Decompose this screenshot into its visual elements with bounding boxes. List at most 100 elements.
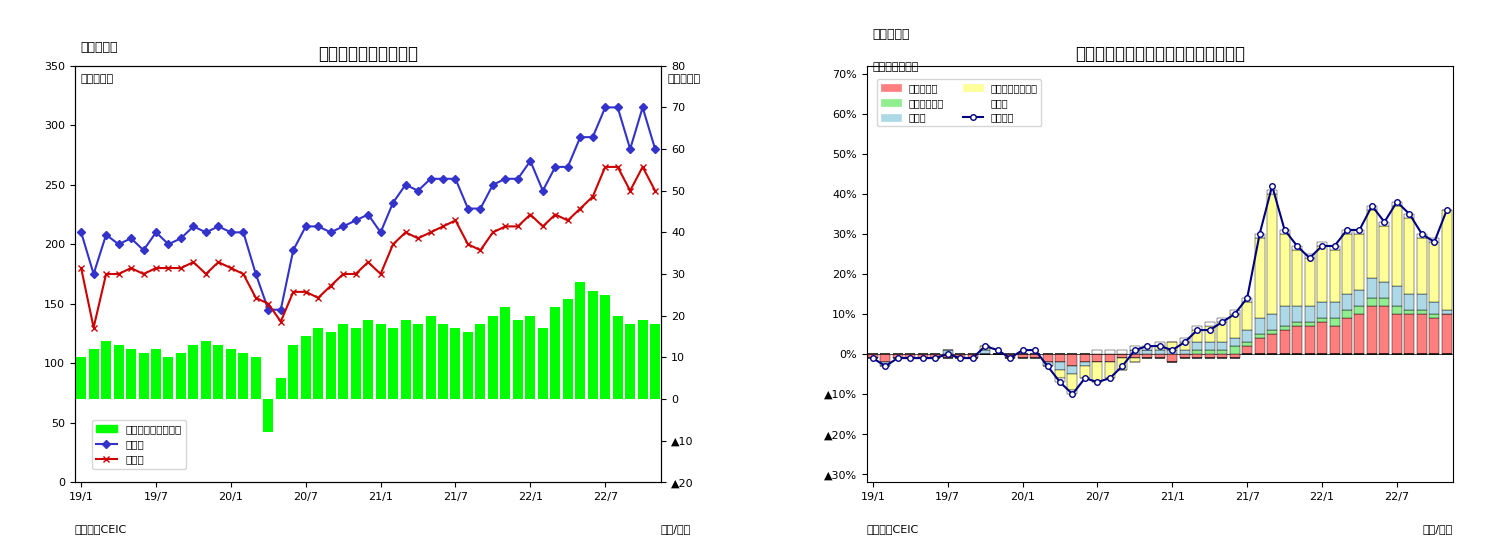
Bar [512,320,523,399]
Bar [201,341,211,399]
Bar [1242,346,1252,354]
Bar [1192,354,1203,358]
Bar [1143,354,1152,358]
Bar [1392,306,1402,314]
Bar [1293,246,1302,250]
Bar [1330,326,1339,354]
Bar [1380,306,1390,354]
Bar [1392,206,1402,286]
Bar [288,345,298,399]
Legend: 貿易収支（右目盛）, 輸出額, 輸入額: 貿易収支（右目盛）, 輸出額, 輸入額 [91,420,186,469]
Bar [1317,242,1327,246]
Bar [1143,350,1152,354]
Bar [968,354,978,358]
Bar [1354,230,1365,234]
Bar [1380,222,1390,226]
Bar [1092,362,1103,382]
Bar [1242,298,1252,302]
Bar [463,332,473,399]
Bar [1192,342,1203,350]
Bar [1380,282,1390,298]
Bar [1192,350,1203,354]
Bar [1129,358,1140,362]
Bar [650,324,661,399]
Bar [1230,354,1240,358]
Bar [1380,226,1390,282]
Bar [1305,322,1315,326]
Bar [1429,302,1440,314]
Bar [1155,342,1165,346]
Bar [1342,294,1353,310]
Bar [1354,306,1365,314]
Bar [1242,330,1252,342]
Bar [226,349,235,399]
Bar [1429,238,1440,242]
Bar [1230,314,1240,338]
Bar [264,399,273,432]
Bar [301,336,310,399]
Bar [1068,374,1077,390]
Bar [1068,354,1077,366]
Bar [500,307,511,399]
Bar [1305,326,1315,354]
Bar [1267,334,1278,354]
Bar [1443,210,1452,310]
Bar [1342,310,1353,318]
Bar [980,350,990,354]
Bar [1180,342,1189,350]
Bar [325,332,336,399]
Bar [1368,278,1377,298]
Bar [1443,314,1452,354]
Bar [1392,286,1402,306]
Bar [1204,354,1215,358]
Bar [276,378,286,399]
Text: （年/月）: （年/月） [1423,524,1453,534]
Bar [175,353,186,399]
Bar [1218,354,1227,358]
Bar [1155,346,1165,350]
Bar [1118,350,1128,354]
Bar [1405,310,1414,314]
Bar [1005,354,1016,358]
Bar [1043,354,1053,362]
Legend: 鉱物性燃料, 動植物性油脂, 製造品, 機械・輸送用機器, その他, 輸出合計: 鉱物性燃料, 動植物性油脂, 製造品, 機械・輸送用機器, その他, 輸出合計 [878,79,1041,127]
Bar [1218,322,1227,342]
Bar [1167,354,1177,362]
Bar [1055,362,1065,370]
Bar [980,346,990,350]
Bar [1342,318,1353,354]
Bar [425,316,436,399]
Text: （図表８）: （図表８） [872,28,909,41]
Bar [1368,206,1377,210]
Bar [1017,354,1028,358]
Bar [942,354,953,358]
Bar [1330,302,1339,318]
Bar [1129,354,1140,358]
Bar [1118,354,1128,358]
Bar [613,316,623,399]
Bar [1305,254,1315,258]
Bar [1279,326,1290,330]
Text: （年/月）: （年/月） [661,524,691,534]
Bar [1218,342,1227,350]
Bar [575,282,586,399]
Bar [881,354,890,362]
Bar [1293,322,1302,326]
Bar [1368,210,1377,278]
Text: （億ドル）: （億ドル） [81,74,114,84]
Bar [1192,326,1203,330]
Bar [1230,346,1240,354]
Bar [526,316,535,399]
Bar [930,354,941,358]
Bar [1293,326,1302,354]
Bar [1417,310,1428,314]
Bar [1405,314,1414,354]
Bar [1267,314,1278,330]
Bar [250,357,261,399]
Bar [1129,346,1140,350]
Title: マレーシア　貿易収支: マレーシア 貿易収支 [318,45,418,63]
Bar [238,353,249,399]
Bar [893,354,903,358]
Bar [1242,302,1252,330]
Bar [1180,350,1189,354]
